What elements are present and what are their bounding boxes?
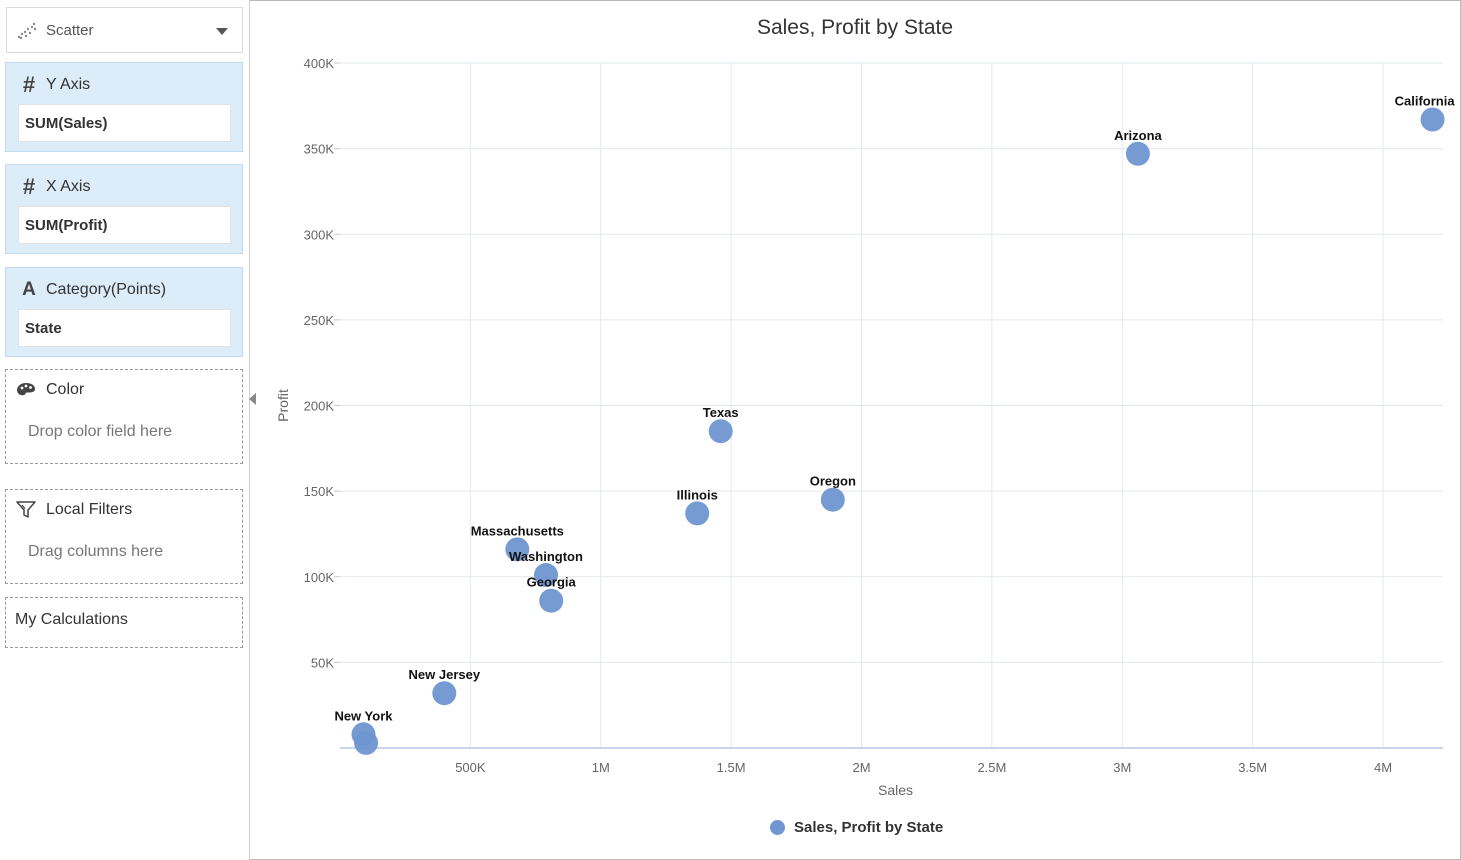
legend-swatch (770, 820, 785, 835)
category-title: Category(Points) (46, 281, 167, 298)
x-axis-title: X Axis (46, 178, 91, 195)
palette-icon (17, 383, 35, 396)
x-axis-title: Sales (878, 782, 913, 798)
data-label: Washington (509, 549, 583, 564)
color-drop-zone[interactable]: Color Drop color field here (5, 369, 243, 464)
data-label: New York (334, 708, 393, 723)
data-label: Texas (703, 405, 739, 420)
category-shelf[interactable]: A Category(Points) State (5, 267, 243, 357)
y-axis-shelf[interactable]: # Y Axis SUM(Sales) (5, 62, 243, 152)
y-axis-title: Y Axis (46, 76, 91, 93)
text-a-icon: A (22, 279, 36, 300)
x-tick-label: 500K (455, 760, 486, 775)
collapse-panel-icon[interactable] (249, 393, 256, 405)
data-point (505, 537, 530, 562)
y-tick-label: 50K (311, 655, 334, 670)
x-axis-shelf[interactable]: # X Axis SUM(Profit) (5, 164, 243, 254)
x-tick-label: 2.5M (977, 760, 1006, 775)
hash-icon: # (22, 72, 36, 97)
y-axis-title: Profit (275, 389, 291, 422)
y-axis-field-pill[interactable]: SUM(Sales) (18, 104, 231, 142)
local-filters-hint: Drag columns here (28, 543, 164, 560)
field-panel: Scatter # Y Axis SUM(Sales) # X Axis SUM… (0, 0, 250, 860)
data-point (685, 501, 710, 526)
x-tick-label: 2M (852, 760, 870, 775)
data-label: California (1395, 94, 1456, 109)
data-point (539, 588, 564, 613)
color-title: Color (46, 381, 85, 398)
chart-title: Sales, Profit by State (756, 16, 954, 39)
data-point (533, 563, 558, 588)
x-tick-label: 1M (592, 760, 610, 775)
color-hint: Drop color field here (28, 423, 173, 440)
local-filters-title: Local Filters (46, 501, 133, 518)
chart-type-dropdown[interactable]: Scatter (6, 7, 243, 53)
y-tick-label: 300K (304, 227, 335, 242)
local-filters-drop-zone[interactable]: Local Filters Drag columns here (5, 489, 243, 584)
chevron-down-icon[interactable] (216, 28, 228, 35)
data-point (354, 730, 379, 755)
chart-area: Sales, Profit by State 50K 100K 150K 200K 25… (250, 0, 1460, 860)
filter-icon (16, 501, 36, 518)
y-tick-label: 200K (304, 399, 335, 414)
data-label: Illinois (677, 487, 718, 502)
category-field-pill[interactable]: State (18, 309, 231, 347)
data-label: Massachusetts (471, 523, 564, 538)
x-tick-label: 3.5M (1238, 760, 1267, 775)
x-tick-label: 1.5M (717, 760, 746, 775)
my-calculations-zone[interactable]: My Calculations (5, 597, 243, 648)
scatter-plot[interactable]: 50K 100K 150K 200K 250K 300K 350K 400K 500K 1M 1.5… (250, 0, 1460, 860)
legend-label: Sales, Profit by State (794, 819, 944, 836)
hash-icon: # (22, 174, 36, 199)
data-label: Georgia (527, 575, 577, 590)
x-axis-field-pill[interactable]: SUM(Profit) (18, 206, 231, 244)
x-tick-label: 3M (1113, 760, 1131, 775)
y-tick-label: 350K (304, 142, 335, 157)
data-label: Oregon (810, 474, 856, 489)
data-label: New Jersey (409, 667, 481, 682)
chart-type-label: Scatter (46, 21, 94, 39)
y-tick-label: 100K (304, 570, 335, 585)
my-calculations-title: My Calculations (15, 611, 128, 628)
data-label: Arizona (1114, 128, 1162, 143)
scatter-icon (17, 22, 37, 40)
y-tick-label: 400K (304, 56, 335, 71)
legend[interactable]: Sales, Profit by State (770, 819, 943, 836)
data-point (708, 419, 733, 444)
y-tick-label: 250K (304, 313, 335, 328)
data-point (1420, 107, 1445, 132)
data-point (1125, 141, 1150, 166)
data-point (820, 487, 845, 512)
x-tick-label: 4M (1374, 760, 1392, 775)
y-tick-label: 150K (304, 484, 335, 499)
data-point (432, 681, 457, 706)
